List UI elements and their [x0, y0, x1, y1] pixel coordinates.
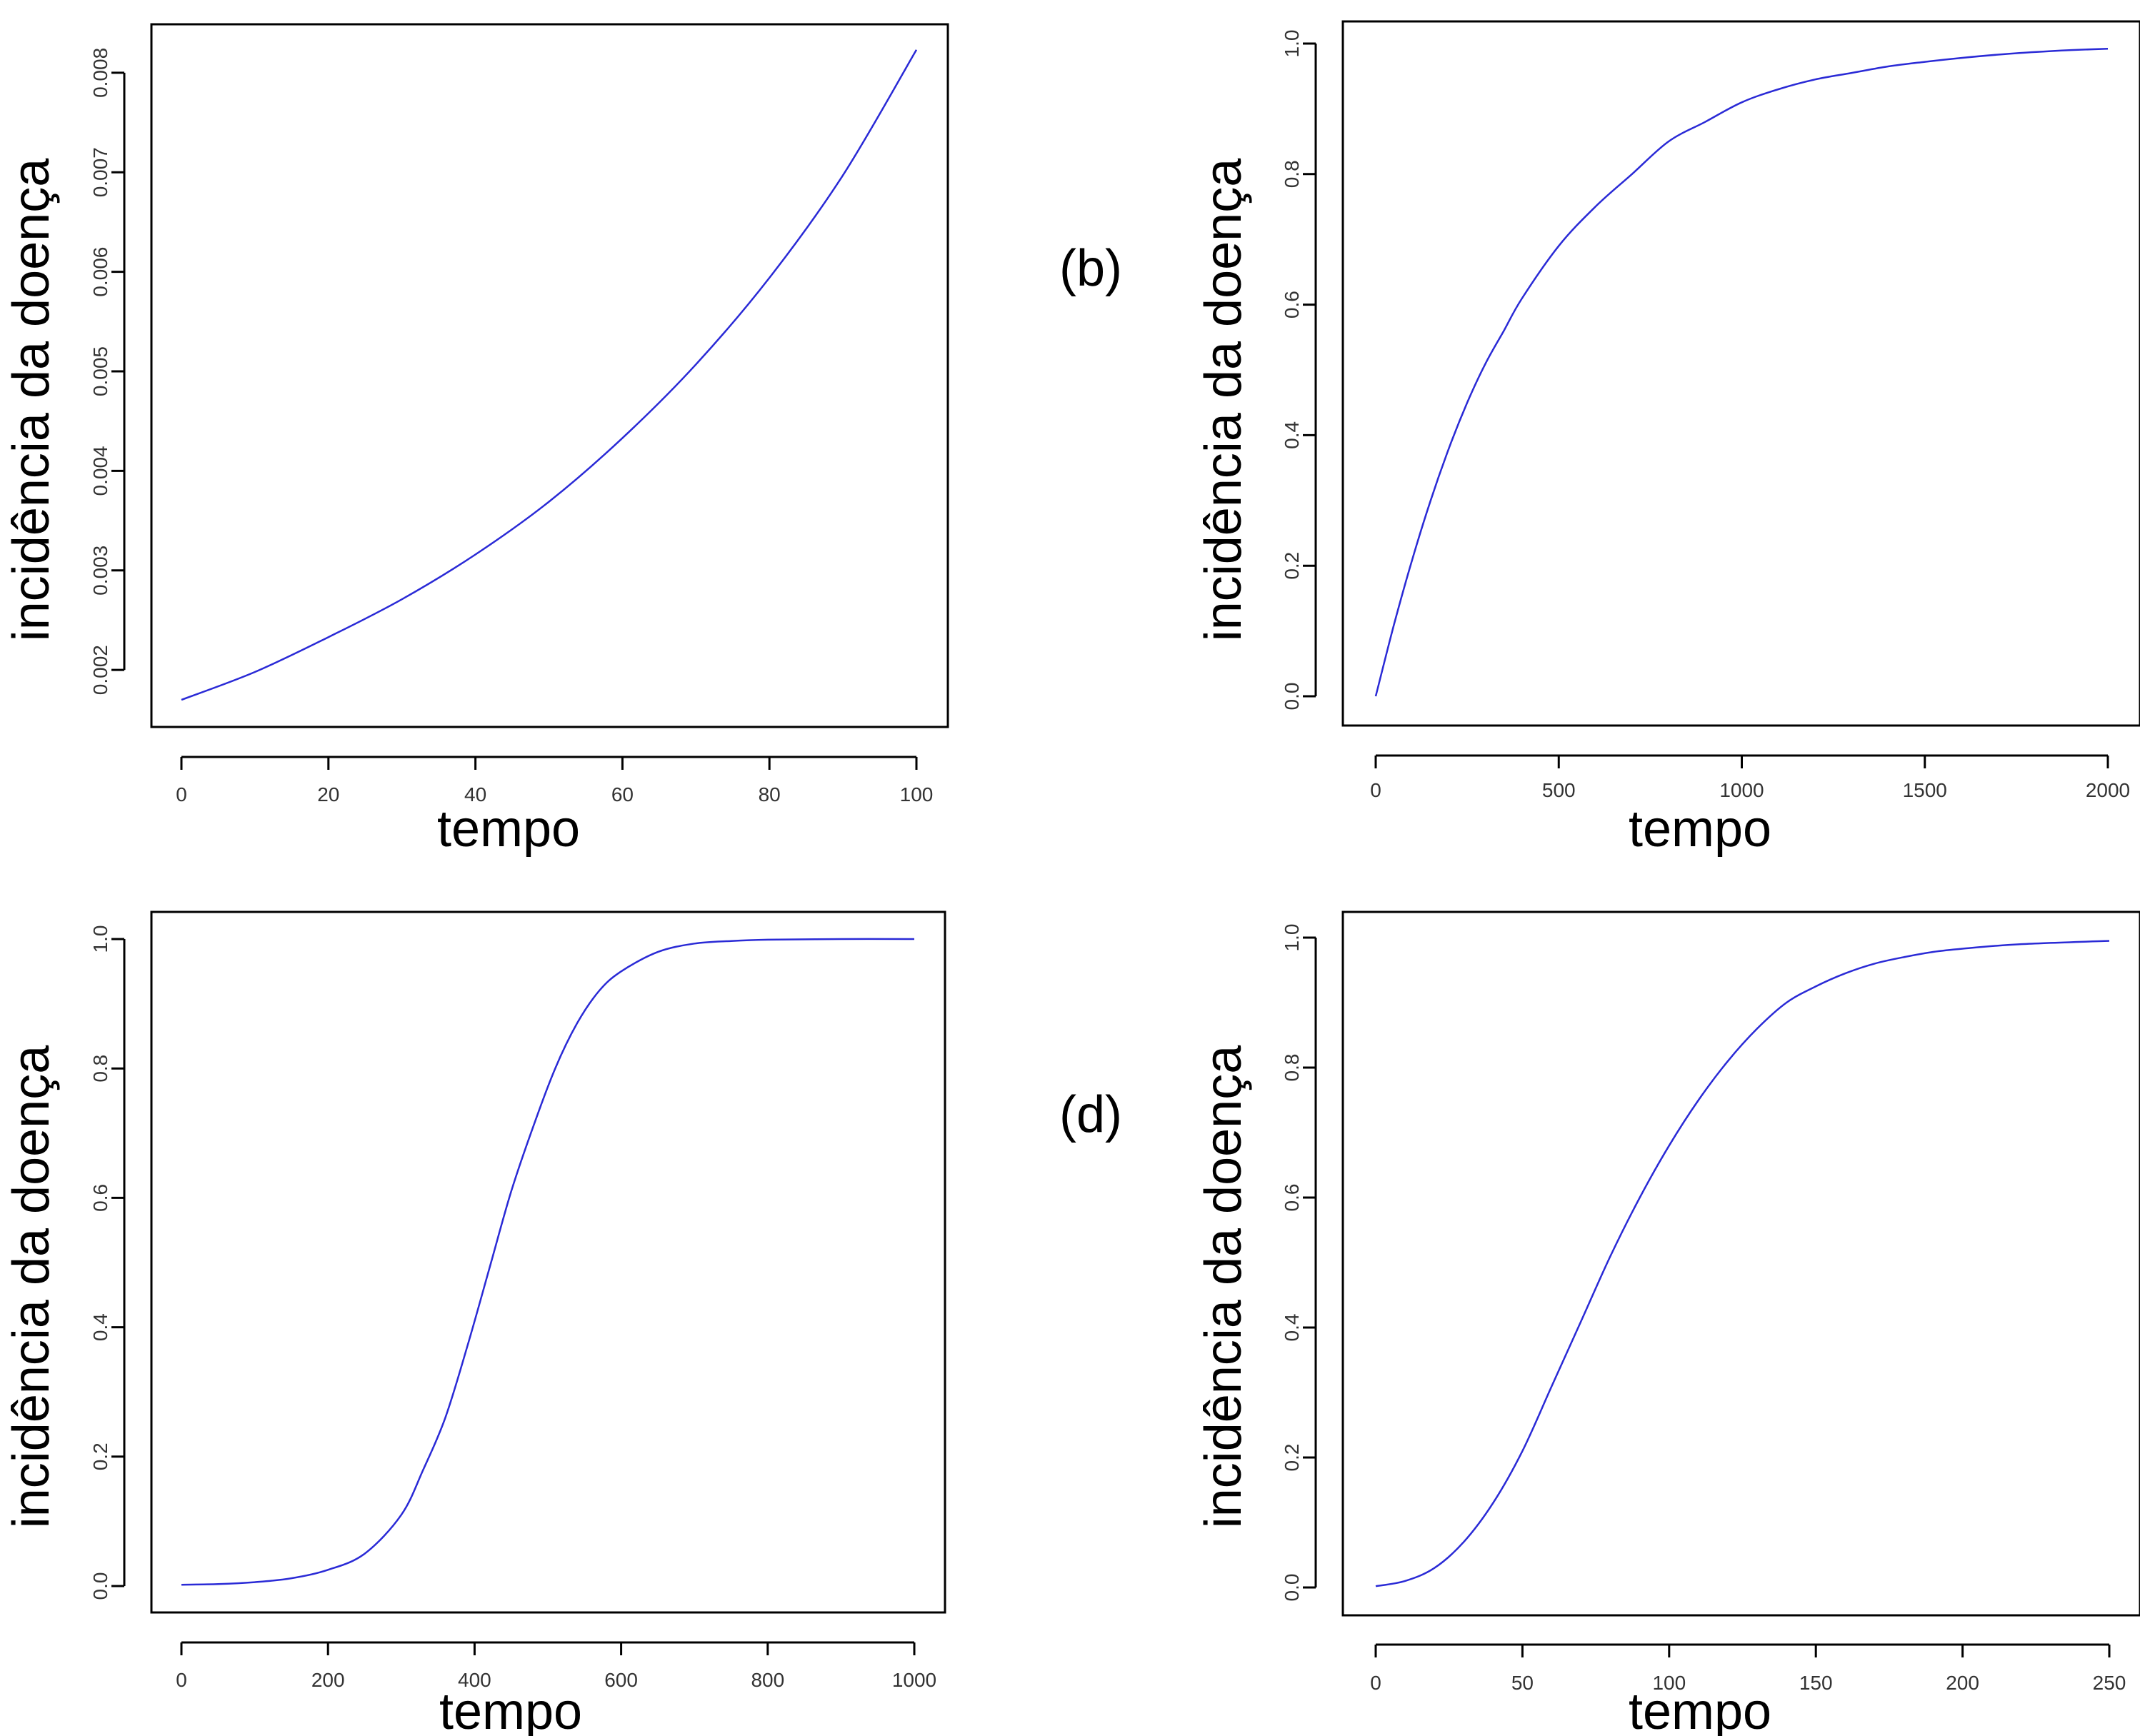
y-tick-label: 0.8	[1281, 160, 1303, 188]
chart-panel-c: 0 200 400 600 800 1000 0.0 0.2 0.4 0.6 0.8 1.0 tempo…	[3, 910, 946, 1736]
y-tick-label: 0.004	[89, 446, 111, 496]
x-tick-label: 250	[2093, 1672, 2126, 1694]
x-tick-label: 50	[1511, 1672, 1534, 1694]
x-tick-label: 60	[611, 783, 634, 806]
series-line	[181, 938, 915, 1586]
y-axis-title: incidência da doença	[1195, 1045, 1252, 1528]
panel-label: (b)	[1059, 240, 1122, 297]
chart-panel-a: 0 20 40 60 80 100 0.002 0.003 0.004 0.005 0.006 0.0…	[3, 23, 949, 858]
y-tick-label: 0.005	[89, 346, 111, 396]
y-tick-label: 0.6	[1281, 291, 1303, 318]
x-axis-title: tempo	[1629, 801, 1771, 858]
y-tick-label: 1.0	[1281, 30, 1303, 58]
x-tick-label: 150	[1799, 1672, 1833, 1694]
series-line	[181, 49, 918, 701]
x-tick-label: 0	[1370, 779, 1381, 801]
y-axis-title: incidência da doença	[3, 1045, 60, 1528]
plot-frame	[150, 23, 949, 728]
x-tick-label: 400	[458, 1669, 491, 1691]
chart-panel-d: 0 50 100 150 200 250 0.0 0.2 0.4 0.6 0.8 1.0 tempo in…	[1059, 910, 2140, 1736]
y-tick-label: 0.2	[1281, 1444, 1303, 1472]
y-tick-label: 0.6	[89, 1184, 111, 1212]
y-tick-label: 1.0	[1281, 924, 1303, 952]
y-tick-label: 0.2	[89, 1443, 111, 1470]
y-tick-label: 1.0	[89, 925, 111, 953]
series-line	[1374, 48, 2109, 697]
x-tick-label: 800	[751, 1669, 784, 1691]
y-tick-label: 0.0	[1281, 683, 1303, 711]
y-tick-label: 0.6	[1281, 1184, 1303, 1212]
panel-label: (d)	[1059, 1086, 1122, 1143]
x-tick-label: 200	[1946, 1672, 1979, 1694]
x-tick-label: 600	[604, 1669, 638, 1691]
y-tick-label: 0.0	[89, 1572, 111, 1600]
plot-frame	[150, 910, 946, 1614]
y-tick-label: 0.4	[89, 1313, 111, 1341]
x-tick-label: 100	[900, 783, 934, 806]
y-axis-title: incidência da doença	[1195, 158, 1252, 641]
x-tick-label: 1000	[892, 1669, 936, 1691]
x-tick-label: 0	[1370, 1672, 1381, 1694]
plot-frame	[1341, 20, 2140, 727]
x-tick-label: 1500	[1903, 779, 1947, 801]
x-axis-title: tempo	[1629, 1683, 1771, 1736]
y-tick-label: 0.8	[89, 1055, 111, 1083]
y-tick-label: 0.003	[89, 546, 111, 596]
y-tick-label: 0.008	[89, 48, 111, 98]
y-tick-label: 0.2	[1281, 552, 1303, 580]
y-axis-title: incidência da doença	[3, 158, 60, 641]
y-tick-label: 0.006	[89, 247, 111, 297]
x-tick-label: 200	[311, 1669, 345, 1691]
y-tick-label: 0.002	[89, 645, 111, 695]
x-tick-label: 40	[464, 783, 486, 806]
y-tick-label: 0.007	[89, 147, 111, 197]
x-tick-label: 100	[1652, 1672, 1686, 1694]
series-line	[1375, 940, 2110, 1587]
x-tick-label: 20	[317, 783, 339, 806]
plot-frame	[1341, 910, 2140, 1617]
y-tick-label: 0.0	[1281, 1574, 1303, 1602]
y-tick-label: 0.8	[1281, 1054, 1303, 1082]
x-tick-label: 2000	[2086, 779, 2130, 801]
x-tick-label: 500	[1542, 779, 1576, 801]
x-tick-label: 0	[176, 1669, 187, 1691]
x-tick-label: 0	[176, 783, 187, 806]
x-tick-label: 1000	[1719, 779, 1764, 801]
y-tick-label: 0.4	[1281, 1314, 1303, 1342]
x-tick-label: 80	[759, 783, 781, 806]
chart-panel-b: 0 500 1000 1500 2000 0.0 0.2 0.4 0.6 0.8 1.0 tempo i…	[1059, 20, 2140, 858]
x-axis-title: tempo	[437, 801, 580, 858]
x-axis-title: tempo	[439, 1683, 582, 1736]
y-tick-label: 0.4	[1281, 421, 1303, 449]
